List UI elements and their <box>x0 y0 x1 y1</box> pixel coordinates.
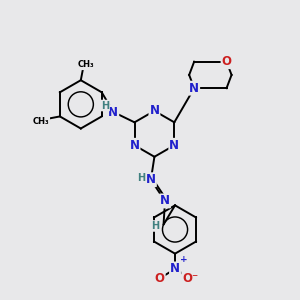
Text: N: N <box>149 104 159 117</box>
Text: +: + <box>180 256 188 265</box>
Text: N: N <box>160 194 170 207</box>
Text: O⁻: O⁻ <box>182 272 199 285</box>
Text: O: O <box>222 55 232 68</box>
Text: H: H <box>151 221 159 231</box>
Text: N: N <box>169 139 179 152</box>
Text: H: H <box>137 173 146 183</box>
Text: N: N <box>146 173 156 186</box>
Text: N: N <box>170 262 180 275</box>
Text: N: N <box>108 106 118 118</box>
Text: CH₃: CH₃ <box>33 117 50 126</box>
Text: N: N <box>130 139 140 152</box>
Text: O: O <box>155 272 165 285</box>
Text: CH₃: CH₃ <box>78 60 94 69</box>
Text: N: N <box>189 82 199 95</box>
Text: H: H <box>101 100 109 110</box>
